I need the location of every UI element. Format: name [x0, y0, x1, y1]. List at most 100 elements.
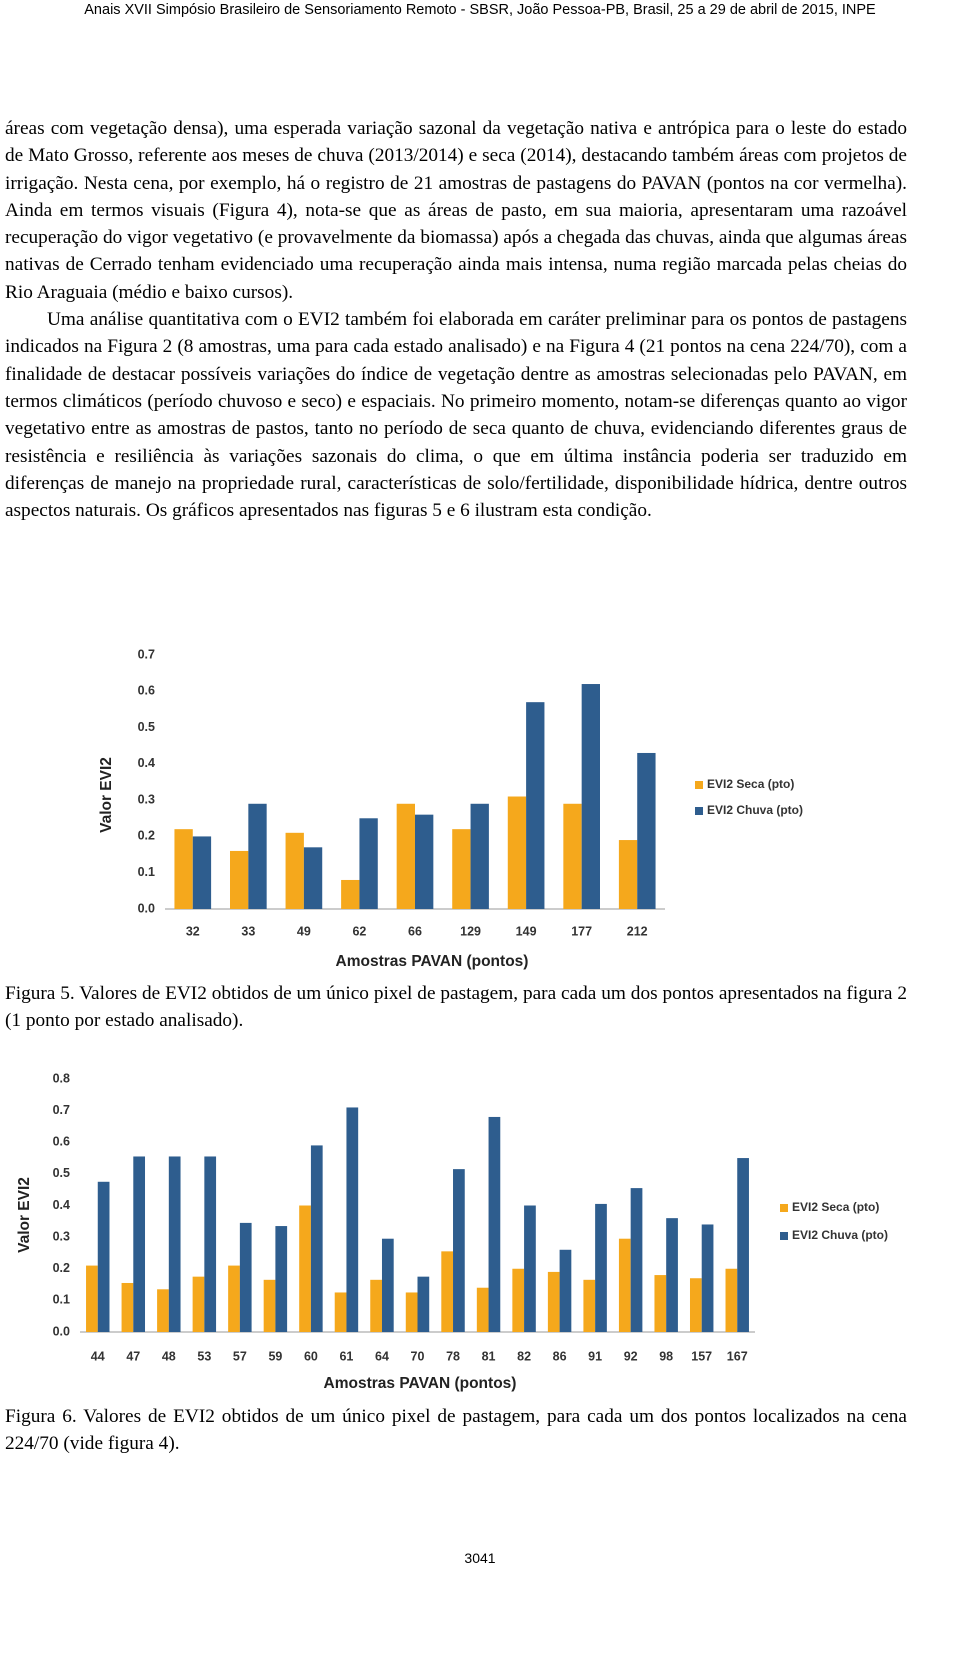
bar: [341, 879, 360, 909]
bar: [370, 1279, 382, 1332]
bar: [228, 1265, 240, 1332]
x-tick-label: 64: [375, 1349, 389, 1363]
y-tick-label: 0.0: [53, 1324, 70, 1338]
figure-caption: Figura 6. Valores de EVI2 obtidos de um …: [5, 1406, 907, 1455]
page-number: 3041: [464, 1550, 496, 1566]
legend-swatch: [780, 1204, 788, 1212]
bar: [512, 1268, 525, 1332]
bar: [583, 1279, 596, 1332]
x-tick-label: 86: [553, 1349, 567, 1363]
x-tick-label: 53: [197, 1349, 211, 1363]
x-tick-label: 177: [571, 924, 592, 938]
x-tick-label: 57: [233, 1349, 247, 1363]
x-tick-label: 60: [304, 1349, 318, 1363]
x-tick-label: 61: [339, 1349, 353, 1363]
y-tick-label: 0.5: [138, 720, 155, 734]
y-tick-label: 0.6: [53, 1135, 70, 1149]
y-tick-label: 0.8: [53, 1071, 70, 1085]
bar: [441, 1251, 454, 1332]
chart: 0.0 0.1 0.2 0.3 0.4 0.5 0.6 0.7 0.8 44 47 48 53 57 59 6…: [16, 1071, 888, 1392]
bar: [204, 1156, 217, 1332]
y-tick-label: 0.2: [53, 1261, 70, 1275]
x-tick-label: 98: [659, 1349, 673, 1363]
y-tick-label: 0.1: [53, 1293, 70, 1307]
x-tick-label: 48: [162, 1349, 176, 1363]
y-tick-label: 0.1: [138, 865, 155, 879]
bar: [581, 684, 600, 909]
bar: [637, 752, 656, 909]
bar: [526, 702, 545, 909]
legend-label: EVI2 Chuva (pto): [792, 1228, 888, 1242]
running-header: Anais XVII Simpósio Brasileiro de Sensor…: [84, 2, 876, 18]
bar: [524, 1205, 536, 1332]
y-tick-label: 0.7: [138, 647, 155, 661]
bar: [192, 836, 212, 909]
bar: [563, 803, 582, 909]
bar: [595, 1203, 607, 1332]
x-tick-label: 81: [482, 1349, 496, 1363]
bar: [405, 1292, 418, 1332]
y-tick-label: 0.7: [53, 1103, 70, 1117]
bar: [618, 1238, 631, 1332]
x-tick-label: 62: [352, 924, 366, 938]
x-tick-label: 167: [727, 1349, 748, 1363]
bar: [97, 1181, 110, 1332]
bar: [737, 1158, 749, 1332]
bar: [303, 847, 323, 909]
x-tick-label: 129: [460, 924, 481, 938]
x-axis-title: Amostras PAVAN (pontos): [336, 953, 529, 970]
x-tick-label: 66: [408, 924, 422, 938]
bar: [701, 1224, 714, 1332]
x-tick-label: 59: [268, 1349, 282, 1363]
bar: [263, 1279, 276, 1332]
x-tick-label: 47: [126, 1349, 140, 1363]
y-tick-label: 0.5: [53, 1166, 70, 1180]
x-axis-title: Amostras PAVAN (pontos): [324, 1375, 517, 1392]
legend-swatch: [695, 807, 703, 815]
legend-swatch: [780, 1232, 788, 1240]
paragraph: áreas com vegetação densa), uma esperada…: [5, 118, 907, 303]
bar: [452, 829, 471, 909]
bar: [192, 1276, 205, 1332]
x-tick-label: 82: [517, 1349, 531, 1363]
bar: [630, 1188, 643, 1332]
bar: [725, 1268, 738, 1332]
legend-swatch: [695, 781, 703, 789]
bar: [689, 1278, 702, 1332]
bar: [654, 1275, 667, 1332]
bar: [299, 1205, 311, 1332]
bar: [359, 818, 378, 909]
x-tick-label: 49: [297, 924, 311, 938]
x-tick-label: 78: [446, 1349, 460, 1363]
bar: [381, 1238, 394, 1332]
x-tick-label: 33: [241, 924, 255, 938]
bar: [488, 1116, 501, 1332]
bar: [230, 850, 249, 909]
x-tick-label: 32: [186, 924, 200, 938]
bar: [396, 803, 415, 909]
bar: [174, 829, 193, 909]
bar: [666, 1218, 678, 1332]
x-tick-label: 212: [627, 924, 648, 938]
bar: [334, 1292, 347, 1332]
bar: [239, 1222, 252, 1332]
bar: [618, 840, 638, 909]
bar: [86, 1265, 98, 1332]
bar: [285, 832, 304, 909]
y-axis-title: Valor EVI2: [98, 757, 115, 833]
bar: [346, 1107, 359, 1332]
x-tick-label: 91: [588, 1349, 602, 1363]
y-tick-label: 0.3: [53, 1229, 70, 1243]
bar: [547, 1271, 560, 1332]
figure-caption: Figura 5. Valores de EVI2 obtidos de um …: [5, 983, 907, 1032]
y-axis-title: Valor EVI2: [16, 1177, 33, 1253]
y-tick-label: 0.0: [138, 901, 155, 915]
y-tick-label: 0.3: [138, 792, 155, 806]
bar: [453, 1169, 465, 1332]
chart: 0.0 0.1 0.2 0.3 0.4 0.5 0.6 0.7 32 33 49 62 66 129 149…: [98, 647, 803, 970]
legend-label: EVI2 Seca (pto): [792, 1200, 879, 1214]
x-tick-label: 157: [691, 1349, 712, 1363]
bar: [507, 796, 527, 909]
legend-label: EVI2 Chuva (pto): [707, 803, 803, 817]
bar: [275, 1226, 288, 1332]
